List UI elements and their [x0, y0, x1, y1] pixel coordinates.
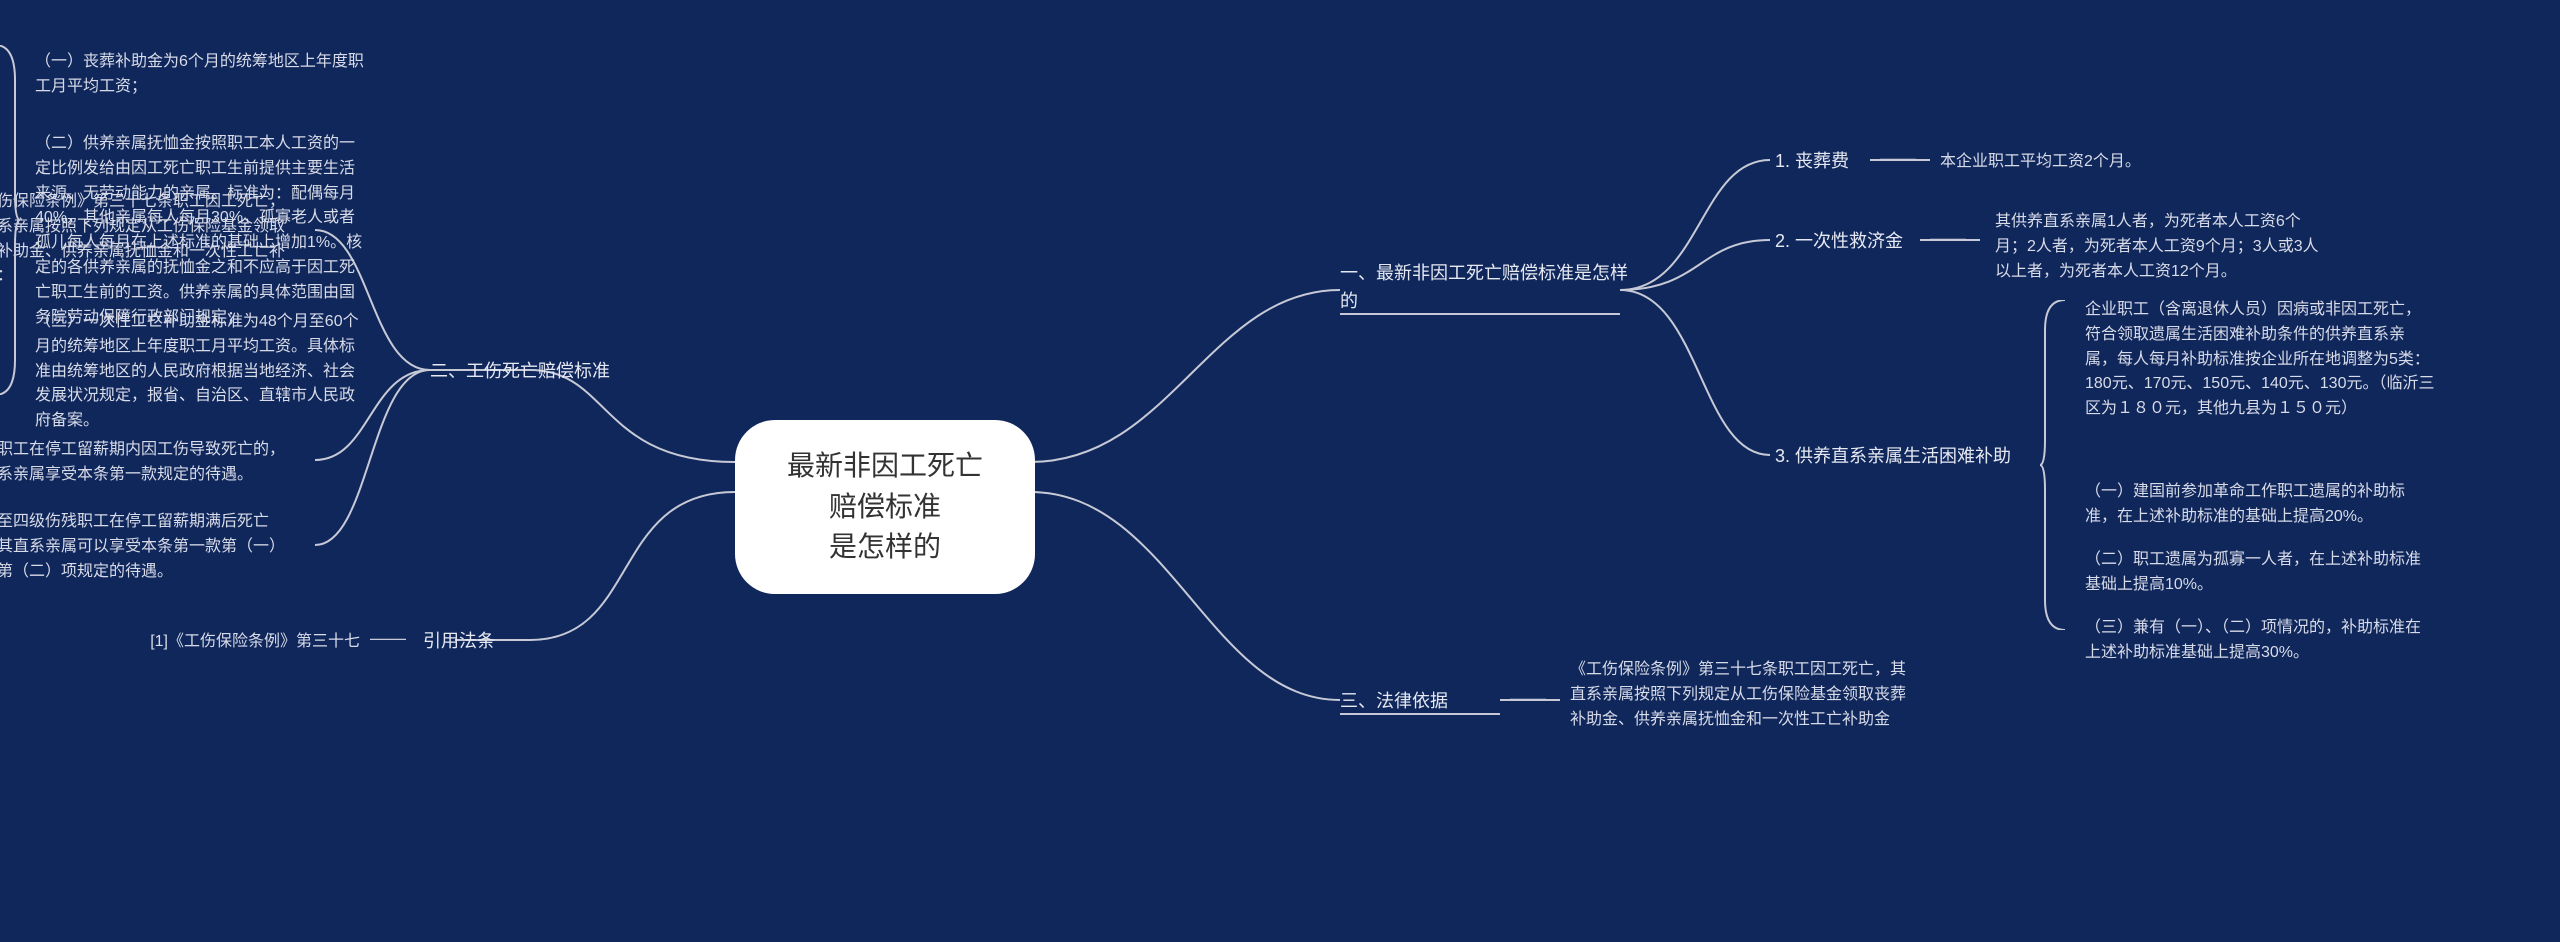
- branch-1-item1-text: 本企业职工平均工资2个月。: [1940, 150, 2200, 175]
- brace-icon: [2040, 300, 2070, 630]
- branch-1-item2-text: 其供养直系亲属1人者，为死者本人工资6个月；2人者，为死者本人工资9个月；3人或…: [1995, 210, 2325, 284]
- branch-1-title: 一、最新非因工死亡赔偿标准是怎样的: [1340, 260, 1630, 316]
- branch-1-item3-c: （三）兼有（一）、（二）项情况的，补助标准在上述补助标准基础上提高30%。: [2085, 616, 2435, 666]
- dash-icon: ——: [1880, 148, 1916, 169]
- center-line1: 最新非因工死亡赔偿标准: [785, 446, 985, 527]
- branch-2-sub2: 伤残职工在停工留薪期内因工伤导致死亡的，其直系亲属享受本条第一款规定的待遇。: [0, 438, 295, 488]
- branch-1-item2-label: 2. 一次性救济金: [1775, 228, 1903, 256]
- branch-2-leaf-a: （一）丧葬补助金为6个月的统筹地区上年度职工月平均工资；: [35, 50, 365, 100]
- branch-1-item3-main: 企业职工（含离退休人员）因病或非因工死亡，符合领取遗属生活困难补助条件的供养直系…: [2085, 298, 2435, 422]
- branch-1-item3-a: （一）建国前参加革命工作职工遗属的补助标准，在上述补助标准的基础上提高20%。: [2085, 480, 2435, 530]
- branch-2-title: 二、工伤死亡赔偿标准: [430, 358, 610, 386]
- dash-icon: ——: [370, 628, 406, 649]
- dash-icon: ——: [1510, 688, 1546, 709]
- branch-1-item3-b: （二）职工遗属为孤寡一人者，在上述补助标准基础上提高10%。: [2085, 548, 2435, 598]
- branch-cite-text: [1]《工伤保险条例》第三十七: [100, 630, 360, 655]
- mindmap-edges: [0, 0, 2560, 942]
- branch-1-item3-label: 3. 供养直系亲属生活困难补助: [1775, 443, 2011, 471]
- branch-2-sub3: 一级至四级伤残职工在停工留薪期满后死亡的，其直系亲属可以享受本条第一款第（一）项…: [0, 510, 295, 584]
- dash-icon: ——: [1930, 228, 1966, 249]
- branch-3-title: 三、法律依据: [1340, 688, 1448, 716]
- branch-1-item1-label: 1. 丧葬费: [1775, 148, 1849, 176]
- branch-2-leaf-b: （二）供养亲属抚恤金按照职工本人工资的一定比例发给由因工死亡职工生前提供主要生活…: [35, 132, 365, 330]
- branch-2-leaf-c: （三）一次性工亡补助金标准为48个月至60个月的统筹地区上年度职工月平均工资。具…: [35, 310, 365, 434]
- branch-3-text: 《工伤保险条例》第三十七条职工因工死亡，其直系亲属按照下列规定从工伤保险基金领取…: [1570, 658, 1920, 732]
- branch-cite-title: 引用法条: [423, 628, 495, 656]
- center-line2: 是怎样的: [785, 527, 985, 568]
- center-topic: 最新非因工死亡赔偿标准 是怎样的: [735, 420, 1035, 594]
